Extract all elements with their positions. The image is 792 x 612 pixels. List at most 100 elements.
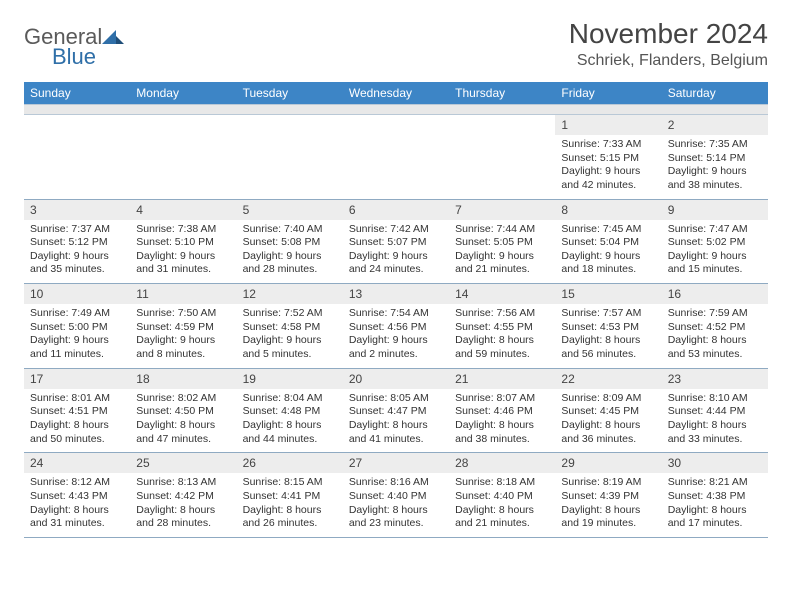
- sunset-text: Sunset: 4:43 PM: [30, 490, 124, 504]
- day-data: Sunrise: 7:44 AMSunset: 5:05 PMDaylight:…: [449, 220, 555, 284]
- sunrise-text: Sunrise: 7:50 AM: [136, 307, 230, 321]
- day-cell: 15Sunrise: 7:57 AMSunset: 4:53 PMDayligh…: [555, 284, 661, 369]
- day-number: 11: [130, 284, 236, 304]
- sunrise-text: Sunrise: 7:40 AM: [243, 223, 337, 237]
- daylight-text: Daylight: 9 hours and 31 minutes.: [136, 250, 230, 277]
- day-number: 23: [662, 369, 768, 389]
- sunset-text: Sunset: 4:44 PM: [668, 405, 762, 419]
- day-cell: 4Sunrise: 7:38 AMSunset: 5:10 PMDaylight…: [130, 199, 236, 284]
- day-data: Sunrise: 7:37 AMSunset: 5:12 PMDaylight:…: [24, 220, 130, 284]
- daylight-text: Daylight: 9 hours and 38 minutes.: [668, 165, 762, 192]
- day-data: Sunrise: 8:02 AMSunset: 4:50 PMDaylight:…: [130, 389, 236, 453]
- day-cell: 11Sunrise: 7:50 AMSunset: 4:59 PMDayligh…: [130, 284, 236, 369]
- week-row: 17Sunrise: 8:01 AMSunset: 4:51 PMDayligh…: [24, 368, 768, 453]
- weekday-header: Friday: [555, 82, 661, 105]
- day-cell: [237, 115, 343, 200]
- daylight-text: Daylight: 9 hours and 24 minutes.: [349, 250, 443, 277]
- sunrise-text: Sunrise: 8:05 AM: [349, 392, 443, 406]
- sunset-text: Sunset: 4:46 PM: [455, 405, 549, 419]
- sunrise-text: Sunrise: 8:13 AM: [136, 476, 230, 490]
- weekday-header: Wednesday: [343, 82, 449, 105]
- day-cell: 17Sunrise: 8:01 AMSunset: 4:51 PMDayligh…: [24, 368, 130, 453]
- sunset-text: Sunset: 4:41 PM: [243, 490, 337, 504]
- daylight-text: Daylight: 8 hours and 23 minutes.: [349, 504, 443, 531]
- location-text: Schriek, Flanders, Belgium: [569, 52, 768, 70]
- sunset-text: Sunset: 5:14 PM: [668, 152, 762, 166]
- day-cell: 28Sunrise: 8:18 AMSunset: 4:40 PMDayligh…: [449, 453, 555, 538]
- day-data: Sunrise: 7:49 AMSunset: 5:00 PMDaylight:…: [24, 304, 130, 368]
- day-data: Sunrise: 8:07 AMSunset: 4:46 PMDaylight:…: [449, 389, 555, 453]
- day-cell: 7Sunrise: 7:44 AMSunset: 5:05 PMDaylight…: [449, 199, 555, 284]
- daylight-text: Daylight: 9 hours and 8 minutes.: [136, 334, 230, 361]
- day-data: Sunrise: 8:19 AMSunset: 4:39 PMDaylight:…: [555, 473, 661, 537]
- day-number: 28: [449, 453, 555, 473]
- day-data: [24, 121, 130, 179]
- day-number: 14: [449, 284, 555, 304]
- day-number: 10: [24, 284, 130, 304]
- day-number: 15: [555, 284, 661, 304]
- sunset-text: Sunset: 4:42 PM: [136, 490, 230, 504]
- sunrise-text: Sunrise: 7:42 AM: [349, 223, 443, 237]
- day-cell: 9Sunrise: 7:47 AMSunset: 5:02 PMDaylight…: [662, 199, 768, 284]
- day-cell: 21Sunrise: 8:07 AMSunset: 4:46 PMDayligh…: [449, 368, 555, 453]
- daylight-text: Daylight: 8 hours and 36 minutes.: [561, 419, 655, 446]
- day-cell: 22Sunrise: 8:09 AMSunset: 4:45 PMDayligh…: [555, 368, 661, 453]
- calendar-table: Sunday Monday Tuesday Wednesday Thursday…: [24, 82, 768, 538]
- day-data: Sunrise: 8:15 AMSunset: 4:41 PMDaylight:…: [237, 473, 343, 537]
- sunset-text: Sunset: 4:50 PM: [136, 405, 230, 419]
- sunrise-text: Sunrise: 7:38 AM: [136, 223, 230, 237]
- day-cell: 18Sunrise: 8:02 AMSunset: 4:50 PMDayligh…: [130, 368, 236, 453]
- sunrise-text: Sunrise: 8:19 AM: [561, 476, 655, 490]
- sunrise-text: Sunrise: 8:09 AM: [561, 392, 655, 406]
- day-data: Sunrise: 7:50 AMSunset: 4:59 PMDaylight:…: [130, 304, 236, 368]
- sunrise-text: Sunrise: 8:18 AM: [455, 476, 549, 490]
- day-data: [130, 121, 236, 179]
- sunrise-text: Sunrise: 7:59 AM: [668, 307, 762, 321]
- sunset-text: Sunset: 5:02 PM: [668, 236, 762, 250]
- daylight-text: Daylight: 8 hours and 31 minutes.: [30, 504, 124, 531]
- day-data: Sunrise: 7:57 AMSunset: 4:53 PMDaylight:…: [555, 304, 661, 368]
- daylight-text: Daylight: 8 hours and 50 minutes.: [30, 419, 124, 446]
- day-data: Sunrise: 8:09 AMSunset: 4:45 PMDaylight:…: [555, 389, 661, 453]
- day-data: Sunrise: 7:54 AMSunset: 4:56 PMDaylight:…: [343, 304, 449, 368]
- day-data: Sunrise: 7:40 AMSunset: 5:08 PMDaylight:…: [237, 220, 343, 284]
- weekday-header-row: Sunday Monday Tuesday Wednesday Thursday…: [24, 82, 768, 105]
- day-number: 19: [237, 369, 343, 389]
- daylight-text: Daylight: 9 hours and 15 minutes.: [668, 250, 762, 277]
- day-cell: 12Sunrise: 7:52 AMSunset: 4:58 PMDayligh…: [237, 284, 343, 369]
- day-number: 9: [662, 200, 768, 220]
- day-data: Sunrise: 7:35 AMSunset: 5:14 PMDaylight:…: [662, 135, 768, 199]
- sunset-text: Sunset: 4:51 PM: [30, 405, 124, 419]
- day-data: Sunrise: 8:12 AMSunset: 4:43 PMDaylight:…: [24, 473, 130, 537]
- daylight-text: Daylight: 8 hours and 26 minutes.: [243, 504, 337, 531]
- day-cell: 6Sunrise: 7:42 AMSunset: 5:07 PMDaylight…: [343, 199, 449, 284]
- sunset-text: Sunset: 4:56 PM: [349, 321, 443, 335]
- day-cell: 25Sunrise: 8:13 AMSunset: 4:42 PMDayligh…: [130, 453, 236, 538]
- sunrise-text: Sunrise: 7:33 AM: [561, 138, 655, 152]
- sunset-text: Sunset: 4:59 PM: [136, 321, 230, 335]
- day-number: 27: [343, 453, 449, 473]
- sunrise-text: Sunrise: 8:02 AM: [136, 392, 230, 406]
- week-row: 10Sunrise: 7:49 AMSunset: 5:00 PMDayligh…: [24, 284, 768, 369]
- daylight-text: Daylight: 8 hours and 38 minutes.: [455, 419, 549, 446]
- daylight-text: Daylight: 9 hours and 2 minutes.: [349, 334, 443, 361]
- sunset-text: Sunset: 4:40 PM: [455, 490, 549, 504]
- daylight-text: Daylight: 8 hours and 44 minutes.: [243, 419, 337, 446]
- logo: General Blue: [24, 24, 124, 70]
- day-data: Sunrise: 8:18 AMSunset: 4:40 PMDaylight:…: [449, 473, 555, 537]
- day-number: 20: [343, 369, 449, 389]
- sunset-text: Sunset: 5:05 PM: [455, 236, 549, 250]
- day-number: 8: [555, 200, 661, 220]
- day-cell: 2Sunrise: 7:35 AMSunset: 5:14 PMDaylight…: [662, 115, 768, 200]
- daylight-text: Daylight: 8 hours and 59 minutes.: [455, 334, 549, 361]
- week-row: 24Sunrise: 8:12 AMSunset: 4:43 PMDayligh…: [24, 453, 768, 538]
- sunset-text: Sunset: 5:08 PM: [243, 236, 337, 250]
- day-data: Sunrise: 7:38 AMSunset: 5:10 PMDaylight:…: [130, 220, 236, 284]
- sunset-text: Sunset: 4:47 PM: [349, 405, 443, 419]
- daylight-text: Daylight: 8 hours and 33 minutes.: [668, 419, 762, 446]
- day-cell: 3Sunrise: 7:37 AMSunset: 5:12 PMDaylight…: [24, 199, 130, 284]
- day-data: [343, 121, 449, 179]
- day-number: 18: [130, 369, 236, 389]
- day-data: Sunrise: 7:56 AMSunset: 4:55 PMDaylight:…: [449, 304, 555, 368]
- day-number: 17: [24, 369, 130, 389]
